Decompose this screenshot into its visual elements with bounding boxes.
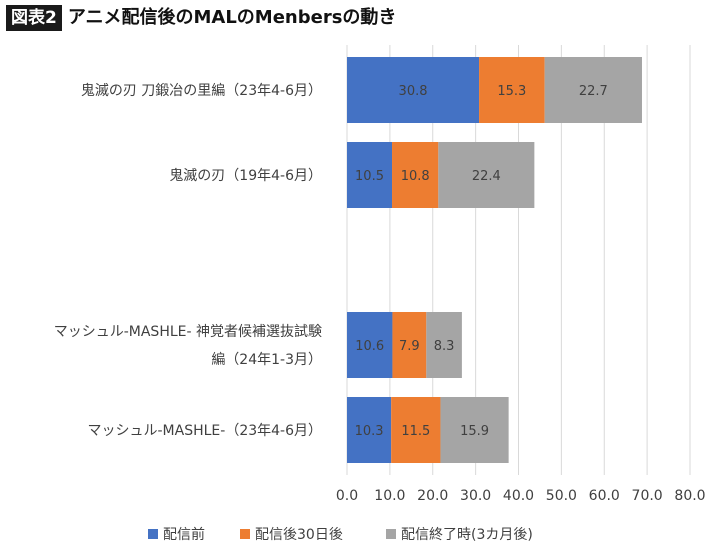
bar-segment xyxy=(347,142,393,208)
bar-segment xyxy=(347,397,392,463)
x-tick-label: 0.0 xyxy=(336,488,358,504)
figure-number-badge: 図表2 xyxy=(6,5,62,31)
category-label: 編（24年1-3月） xyxy=(211,352,322,368)
bar-segment xyxy=(479,57,545,123)
bar-segment xyxy=(391,397,441,463)
data-label: 15.3 xyxy=(497,84,526,99)
data-label: 22.7 xyxy=(579,84,608,99)
bar-segment xyxy=(426,312,462,378)
category-label: マッシュル-MASHLE- 神覚者候補選抜試験 xyxy=(54,324,322,340)
bar-segment xyxy=(347,57,480,123)
chart-title-row: 図表2 アニメ配信後のMALのMenbersの動き xyxy=(6,4,396,32)
bar-segment xyxy=(544,57,642,123)
data-label: 11.5 xyxy=(401,424,430,439)
data-label: 22.4 xyxy=(472,169,501,184)
bar-segment xyxy=(438,142,535,208)
bar-segment xyxy=(347,312,393,378)
category-label: 鬼滅の刃（19年4-6月） xyxy=(169,168,322,184)
x-tick-label: 70.0 xyxy=(632,488,663,504)
bar-segment xyxy=(392,142,439,208)
data-label: 8.3 xyxy=(434,339,455,354)
x-tick-label: 60.0 xyxy=(589,488,620,504)
legend-swatch xyxy=(240,529,250,539)
data-label: 15.9 xyxy=(460,424,489,439)
x-tick-label: 30.0 xyxy=(460,488,491,504)
x-tick-label: 80.0 xyxy=(674,488,705,504)
x-tick-label: 50.0 xyxy=(546,488,577,504)
category-label: 鬼滅の刃 刀鍛冶の里編（23年4-6月） xyxy=(81,83,322,99)
category-label: マッシュル-MASHLE-（23年4-6月） xyxy=(88,423,323,439)
x-tick-label: 20.0 xyxy=(417,488,448,504)
bar-segment xyxy=(440,397,509,463)
legend-swatch xyxy=(386,529,396,539)
chart-title: アニメ配信後のMALのMenbersの動き xyxy=(67,7,397,28)
legend-label: 配信後30日後 xyxy=(255,527,343,543)
x-tick-label: 10.0 xyxy=(374,488,405,504)
data-label: 10.3 xyxy=(355,424,384,439)
legend-label: 配信終了時(3カ月後) xyxy=(401,527,533,543)
data-label: 10.8 xyxy=(401,169,430,184)
legend-label: 配信前 xyxy=(163,526,205,543)
data-label: 7.9 xyxy=(399,339,420,354)
data-label: 30.8 xyxy=(399,84,428,99)
data-label: 10.5 xyxy=(355,169,384,184)
legend-swatch xyxy=(148,529,158,539)
data-label: 10.6 xyxy=(355,339,384,354)
bar-segment xyxy=(392,312,427,378)
x-tick-label: 40.0 xyxy=(503,488,534,504)
